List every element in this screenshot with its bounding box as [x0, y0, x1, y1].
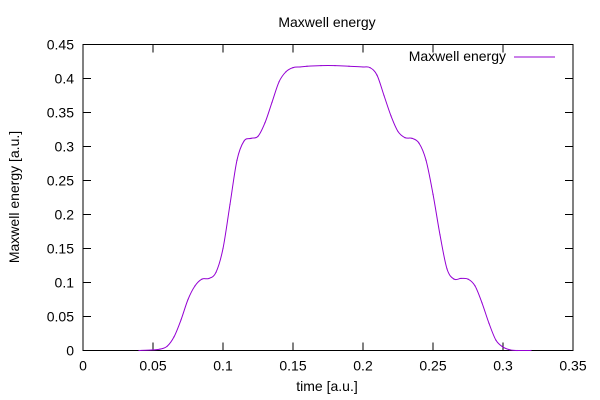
data-point [411, 137, 413, 139]
data-point [404, 137, 406, 139]
data-point [383, 94, 385, 97]
data-point [187, 298, 189, 301]
data-point [495, 339, 497, 341]
y-tick-label: 0.4 [55, 71, 75, 87]
data-point [467, 278, 469, 280]
data-point [222, 247, 224, 250]
y-tick-label: 0.1 [55, 275, 75, 291]
x-tick-label: 0.25 [419, 358, 446, 374]
data-point [215, 271, 217, 273]
data-point [159, 348, 161, 350]
y-tick-label: 0.3 [55, 139, 75, 155]
data-point [236, 159, 238, 161]
y-tick-label: 0.05 [47, 309, 74, 325]
data-point [173, 336, 175, 338]
chart-title: Maxwell energy [278, 14, 375, 30]
data-point [390, 115, 392, 117]
y-tick-label: 0.15 [47, 241, 74, 257]
data-point [292, 67, 294, 69]
x-tick-label: 0.15 [279, 358, 306, 374]
y-tick-label: 0.2 [55, 207, 75, 223]
data-point [152, 349, 154, 351]
x-tick-label: 0 [79, 358, 87, 374]
data-point [229, 203, 231, 205]
data-point [369, 67, 371, 69]
plot-frame [82, 44, 574, 351]
data-point [509, 349, 511, 351]
series-layer [138, 64, 532, 352]
data-point [194, 285, 196, 287]
data-point [397, 130, 399, 133]
data-point [264, 122, 266, 124]
data-point [208, 277, 210, 280]
data-point [474, 285, 476, 287]
x-tick-label: 0.05 [139, 358, 166, 374]
data-point [460, 277, 462, 280]
y-tick-label: 0.35 [47, 105, 74, 121]
data-point [243, 140, 245, 142]
data-point [201, 278, 203, 280]
data-point [299, 66, 301, 68]
data-point [432, 193, 434, 195]
data-point [530, 349, 532, 352]
data-point [278, 81, 280, 83]
data-point [257, 135, 259, 137]
data-point [250, 137, 252, 139]
data-point [439, 234, 441, 236]
data-point [320, 64, 322, 67]
y-tick-label: 0 [66, 343, 74, 359]
data-point [334, 64, 336, 67]
y-axis-ticks: 0 0.05 0.1 0.15 0.2 0.25 0.3 0.35 0.4 0.45 [47, 37, 573, 359]
data-point [502, 346, 504, 348]
legend: Maxwell energy [409, 48, 555, 64]
y-tick-label: 0.45 [47, 37, 74, 53]
data-point [285, 71, 287, 73]
data-point [425, 159, 427, 161]
data-point [306, 65, 308, 67]
x-tick-label: 0.3 [493, 358, 513, 374]
data-point [138, 349, 140, 352]
data-point [488, 322, 490, 324]
x-axis-label: time [a.u.] [296, 378, 357, 394]
y-axis-label: Maxwell energy [a.u.] [6, 131, 22, 263]
data-point [453, 278, 455, 280]
data-point [516, 349, 518, 352]
data-point [376, 74, 378, 76]
data-point [446, 268, 448, 270]
data-point [481, 302, 483, 304]
x-tick-label: 0.2 [353, 358, 373, 374]
x-tick-label: 0.1 [213, 358, 233, 374]
data-point [166, 345, 168, 348]
data-point [362, 66, 364, 68]
x-axis-ticks: 0 0.05 0.1 0.15 0.2 0.25 0.3 0.35 [79, 44, 587, 374]
legend-label: Maxwell energy [409, 48, 506, 64]
data-point [418, 142, 420, 144]
x-tick-label: 0.35 [559, 358, 586, 374]
data-point [348, 65, 350, 67]
y-tick-label: 0.25 [47, 173, 74, 189]
data-point [180, 319, 182, 321]
data-point [271, 101, 273, 103]
